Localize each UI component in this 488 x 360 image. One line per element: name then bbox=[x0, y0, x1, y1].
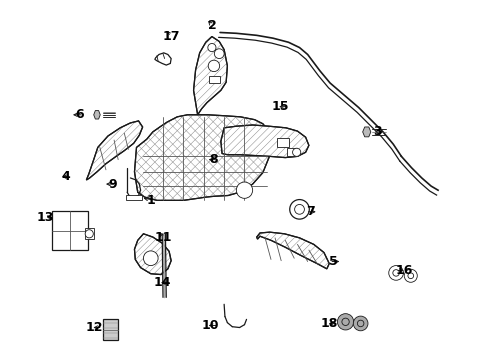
Circle shape bbox=[337, 314, 353, 330]
Text: 4: 4 bbox=[61, 170, 70, 183]
Polygon shape bbox=[193, 37, 227, 115]
Circle shape bbox=[357, 320, 363, 327]
Circle shape bbox=[289, 199, 309, 219]
Text: 7: 7 bbox=[305, 205, 314, 218]
Text: 1: 1 bbox=[146, 194, 155, 207]
Bar bbox=[52, 211, 88, 250]
Circle shape bbox=[85, 230, 93, 238]
Bar bbox=[287, 148, 297, 156]
Text: 14: 14 bbox=[153, 276, 171, 289]
Text: 2: 2 bbox=[207, 19, 216, 32]
Circle shape bbox=[353, 316, 367, 331]
Polygon shape bbox=[221, 125, 308, 158]
Bar bbox=[84, 228, 94, 239]
Circle shape bbox=[214, 49, 224, 59]
Bar bbox=[102, 319, 118, 340]
Circle shape bbox=[407, 273, 413, 279]
Polygon shape bbox=[134, 115, 272, 201]
Text: 10: 10 bbox=[202, 319, 219, 332]
Circle shape bbox=[208, 60, 219, 72]
Text: 5: 5 bbox=[328, 255, 337, 268]
Text: 3: 3 bbox=[372, 125, 381, 138]
Text: 18: 18 bbox=[320, 317, 338, 330]
Text: 11: 11 bbox=[154, 231, 171, 244]
Circle shape bbox=[143, 251, 158, 266]
Text: 17: 17 bbox=[162, 30, 180, 43]
Circle shape bbox=[294, 204, 304, 214]
Text: 9: 9 bbox=[108, 177, 116, 190]
Polygon shape bbox=[155, 53, 171, 65]
Circle shape bbox=[388, 266, 403, 280]
Bar bbox=[125, 195, 142, 201]
Text: 15: 15 bbox=[271, 100, 289, 113]
Circle shape bbox=[207, 44, 216, 51]
Circle shape bbox=[404, 269, 416, 282]
Polygon shape bbox=[134, 234, 171, 275]
Bar bbox=[277, 139, 289, 147]
Circle shape bbox=[392, 270, 399, 276]
Circle shape bbox=[292, 148, 300, 156]
Text: 13: 13 bbox=[36, 211, 54, 224]
Polygon shape bbox=[362, 127, 370, 137]
Text: 8: 8 bbox=[208, 153, 217, 166]
Bar bbox=[208, 76, 220, 83]
Polygon shape bbox=[86, 121, 142, 180]
Polygon shape bbox=[256, 232, 328, 269]
Text: 6: 6 bbox=[75, 108, 83, 121]
Circle shape bbox=[341, 318, 348, 325]
Text: 16: 16 bbox=[394, 264, 412, 277]
Polygon shape bbox=[94, 111, 100, 119]
Text: 12: 12 bbox=[85, 321, 102, 334]
Circle shape bbox=[236, 182, 252, 198]
